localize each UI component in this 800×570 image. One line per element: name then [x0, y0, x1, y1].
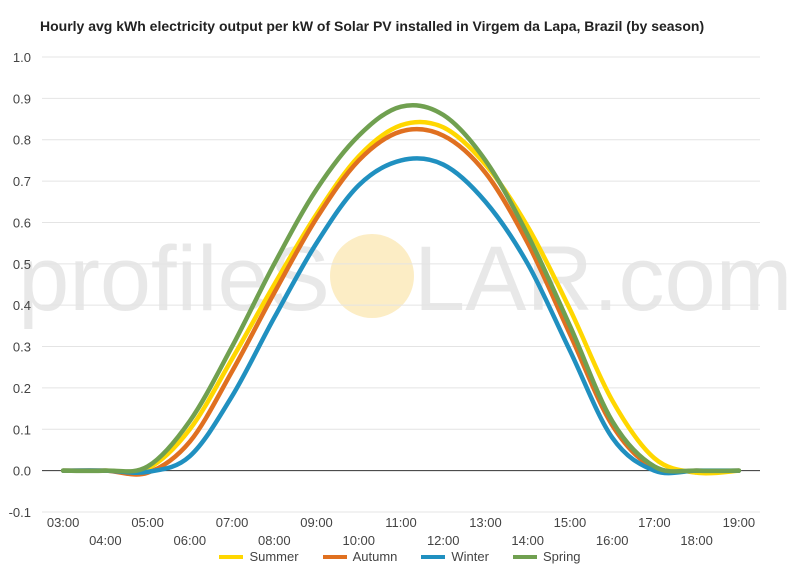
- y-tick-label: 0.1: [13, 422, 31, 437]
- legend-item-spring: Spring: [512, 549, 581, 564]
- y-tick-label: 1.0: [13, 50, 31, 65]
- y-tick-label: 0.0: [13, 464, 31, 479]
- x-tick-label: 09:00: [300, 515, 333, 530]
- legend-swatch: [219, 554, 244, 559]
- watermark-text-right: LAR.com: [414, 228, 792, 330]
- y-tick-label: 0.3: [13, 340, 31, 355]
- x-tick-label: 14:00: [511, 533, 544, 548]
- x-tick-label: 03:00: [47, 515, 80, 530]
- series-line-winter: [60, 156, 742, 476]
- x-tick-label: 06:00: [174, 533, 207, 548]
- x-tick-label: 05:00: [131, 515, 164, 530]
- legend-label: Summer: [249, 549, 299, 564]
- legend-swatch: [512, 554, 537, 559]
- y-axis-ticks: -0.1 0.0 0.1 0.2 0.3 0.4 0.5 0.6 0.7 0.8 0.9 1.0: [9, 50, 31, 520]
- x-tick-label: 12:00: [427, 533, 460, 548]
- x-tick-label: 08:00: [258, 533, 291, 548]
- legend-swatch: [421, 554, 446, 559]
- x-tick-label: 13:00: [469, 515, 502, 530]
- y-tick-label: 0.6: [13, 215, 31, 230]
- x-tick-label: 19:00: [723, 515, 756, 530]
- legend-item-autumn: Autumn: [322, 549, 398, 564]
- y-tick-label: 0.9: [13, 91, 31, 106]
- legend-item-summer: Summer: [219, 549, 299, 564]
- x-tick-label: 15:00: [554, 515, 587, 530]
- series-line-summer: [60, 119, 742, 476]
- y-tick-label: 0.4: [13, 298, 31, 313]
- x-tick-label: 18:00: [680, 533, 713, 548]
- y-tick-label: 0.5: [13, 257, 31, 272]
- watermark: profileS LAR.com: [18, 228, 792, 330]
- grid-lines: [42, 56, 760, 513]
- legend-swatch: [322, 554, 347, 559]
- legend-label: Spring: [542, 549, 581, 564]
- chart-title: Hourly avg kWh electricity output per kW…: [40, 18, 705, 34]
- y-tick-label: 0.2: [13, 381, 31, 396]
- y-tick-label: -0.1: [9, 505, 31, 520]
- x-axis-ticks: 03:00 05:00 07:00 09:00 11:00 13:00 15:00 17:00…: [47, 515, 755, 548]
- legend: Summer Autumn Winter Spring: [0, 549, 800, 564]
- series-lines: [60, 102, 742, 477]
- x-tick-label: 17:00: [638, 515, 671, 530]
- legend-label: Winter: [451, 549, 489, 564]
- y-tick-label: 0.7: [13, 174, 31, 189]
- x-tick-label: 16:00: [596, 533, 629, 548]
- x-tick-label: 10:00: [342, 533, 375, 548]
- series-line-spring: [60, 102, 742, 474]
- watermark-sun-icon: [330, 234, 414, 318]
- x-tick-label: 07:00: [216, 515, 249, 530]
- legend-label: Autumn: [352, 549, 398, 564]
- x-tick-label: 11:00: [385, 515, 417, 530]
- x-tick-label: 04:00: [89, 533, 122, 548]
- y-tick-label: 0.8: [13, 133, 31, 148]
- legend-item-winter: Winter: [421, 549, 489, 564]
